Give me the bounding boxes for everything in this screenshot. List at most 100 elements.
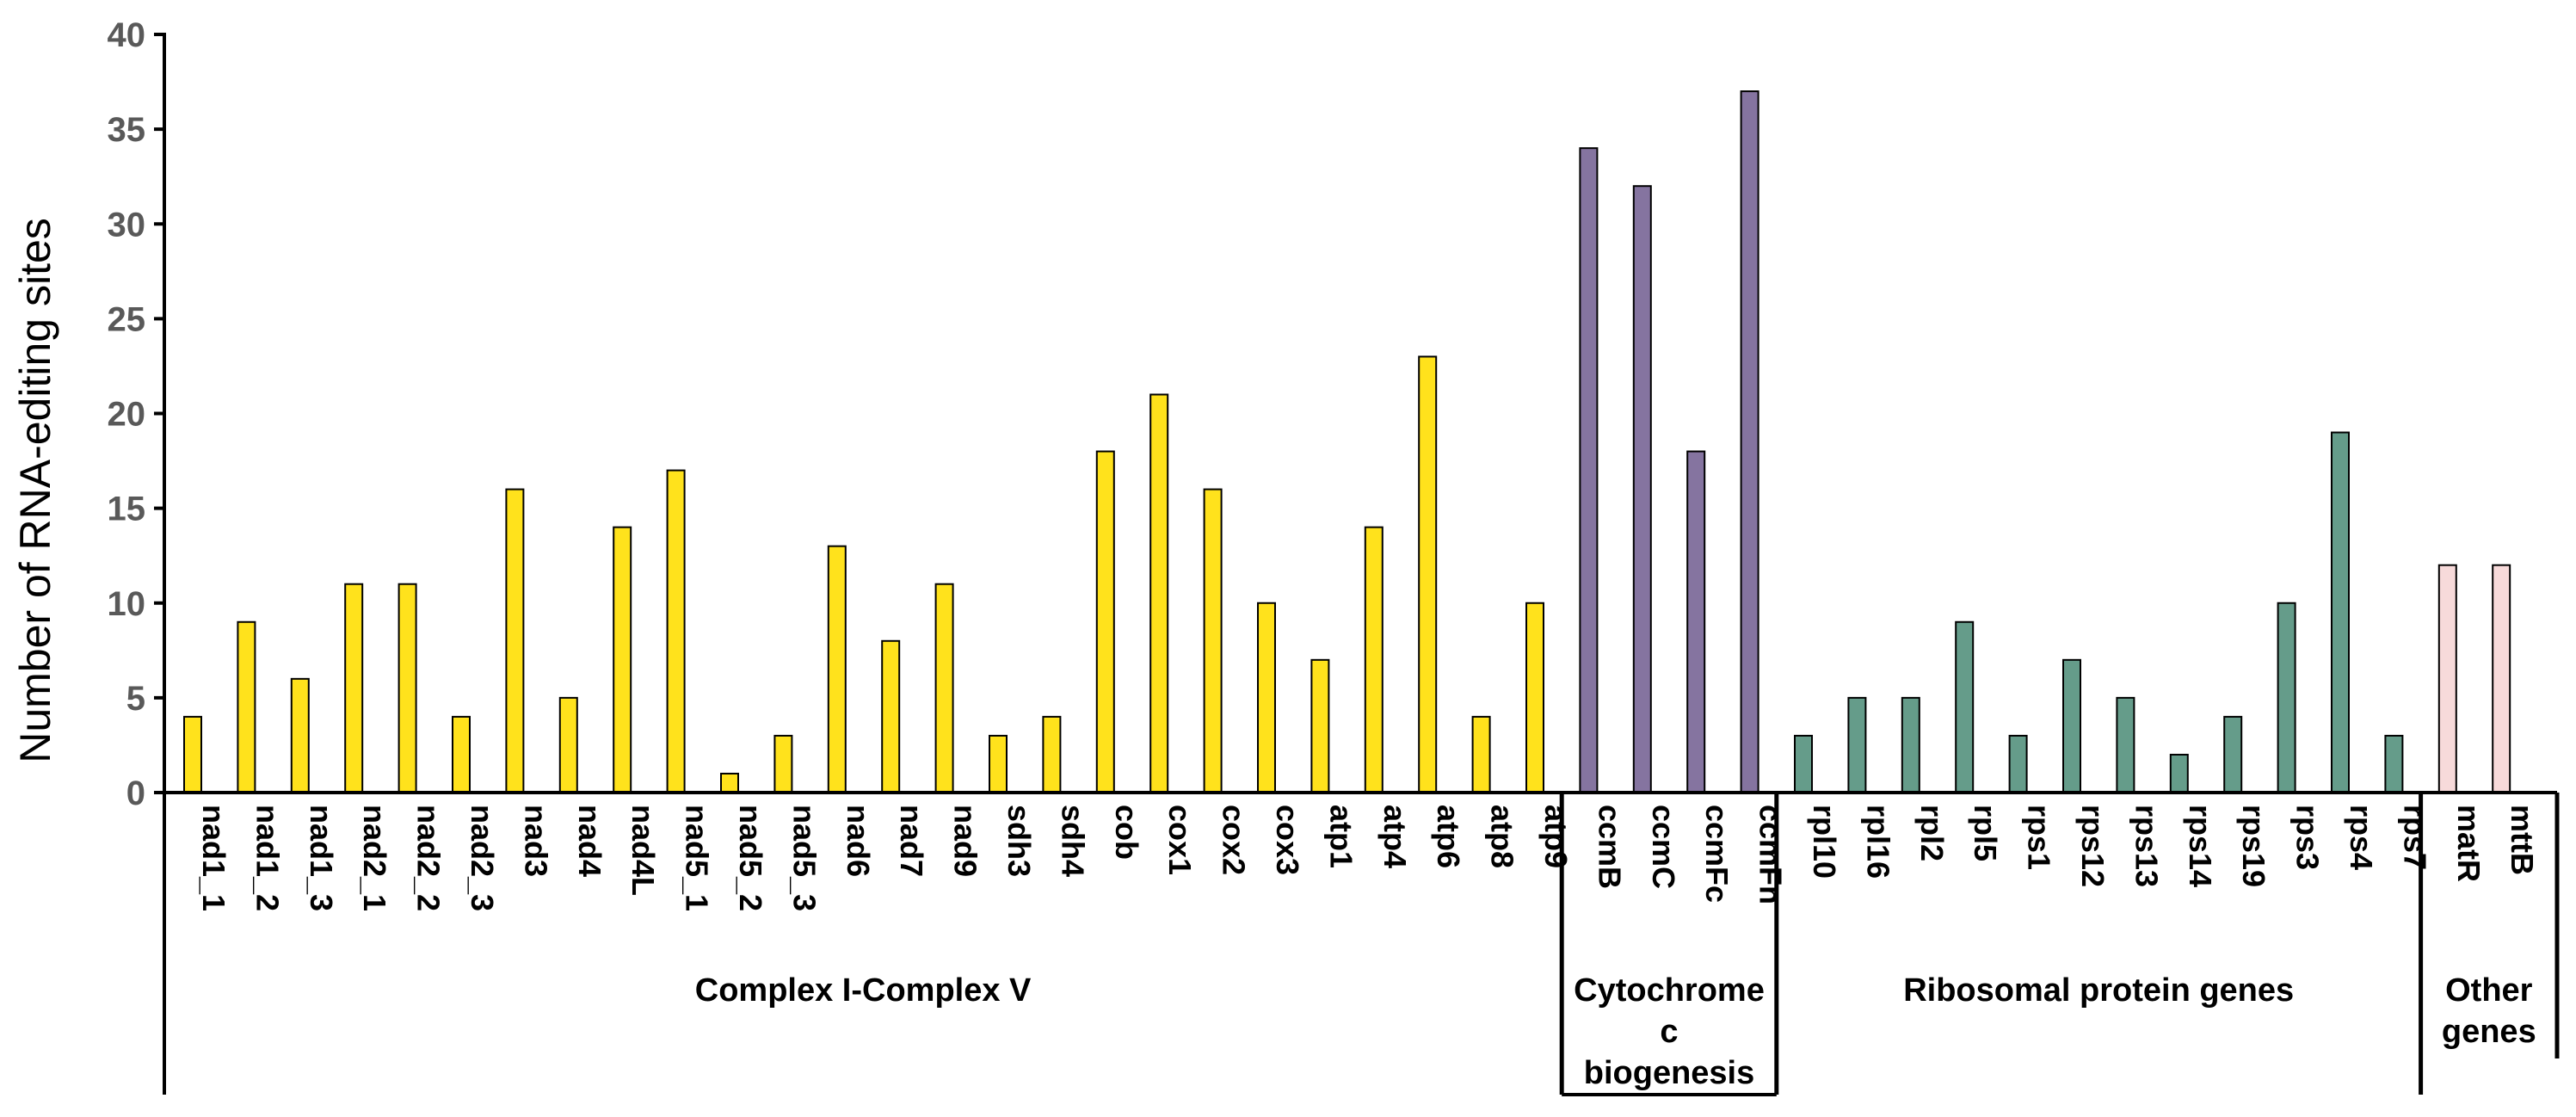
bar-nad4L <box>613 526 632 794</box>
category-label: atp8 <box>1485 805 1520 868</box>
category-label: rpl2 <box>1914 805 1950 861</box>
y-axis-title: Number of RNA-editing sites <box>11 218 59 763</box>
category-label: atp1 <box>1323 805 1359 868</box>
category-label: rps12 <box>2075 805 2111 887</box>
group-label: Complex I-Complex V <box>695 972 1032 1009</box>
bar-nad1_3 <box>290 677 310 793</box>
bar-nad7 <box>881 639 901 793</box>
category-label: rps13 <box>2129 805 2164 887</box>
category-label: sdh3 <box>1001 805 1037 877</box>
category-label: nad4 <box>572 805 607 877</box>
category-label: rpl16 <box>1860 805 1895 879</box>
group-label: Other <box>2445 972 2533 1009</box>
bar-nad4 <box>558 696 578 793</box>
y-tick-label: 15 <box>108 491 146 528</box>
bars <box>183 90 2511 794</box>
category-label: atp9 <box>1538 805 1574 868</box>
category-label: nad2_3 <box>465 805 500 911</box>
bar-rpl2 <box>1901 696 1920 793</box>
category-label: sdh4 <box>1055 805 1090 877</box>
group-label: Cytochrome <box>1574 972 1765 1009</box>
y-tick-label: 25 <box>108 300 146 338</box>
bar-mttB <box>2492 564 2511 793</box>
bar-rps4 <box>2331 431 2350 793</box>
category-label: nad1_2 <box>250 805 285 911</box>
category-label: atp6 <box>1431 805 1466 868</box>
category-label: rps3 <box>2290 805 2326 870</box>
group-label: genes <box>2442 1014 2536 1050</box>
y-tick-label: 10 <box>108 585 146 623</box>
category-label: ccmB <box>1592 805 1627 889</box>
bar-sdh3 <box>989 734 1008 793</box>
bar-nad2_2 <box>397 583 417 793</box>
category-label: nad5_1 <box>680 805 715 911</box>
bar-nad3 <box>505 488 525 793</box>
bar-cox1 <box>1149 393 1169 793</box>
category-label: atp4 <box>1377 805 1413 868</box>
bar-cox2 <box>1203 488 1223 793</box>
bar-rps14 <box>2169 753 2189 794</box>
bar-nad5_2 <box>720 772 739 793</box>
bar-nad5_3 <box>773 734 793 793</box>
group-label: biogenesis <box>1584 1055 1755 1091</box>
category-label: cox3 <box>1270 805 1305 875</box>
category-label: nad9 <box>948 805 983 877</box>
y-tick-label: 40 <box>108 16 146 54</box>
category-label: nad1_1 <box>196 805 231 911</box>
category-labels: nad1_1 nad1_2 nad1_3 nad2_1 nad2_2 nad2_3 nad3… <box>196 805 2540 911</box>
bar-atp1 <box>1310 658 1330 794</box>
y-tick-label: 35 <box>108 111 146 149</box>
bar-rps7 <box>2384 734 2404 793</box>
category-label: ccmFc <box>1699 805 1735 903</box>
group-labels: Complex I-Complex V Cytochrome c biogenesis… <box>695 972 2536 1091</box>
y-tick-label: 20 <box>108 396 146 434</box>
category-label: rps19 <box>2236 805 2271 887</box>
category-label: matR <box>2451 805 2487 882</box>
category-label: rps14 <box>2183 805 2218 887</box>
category-label: cob <box>1109 805 1144 860</box>
category-label: nad1_3 <box>304 805 339 911</box>
y-tick-label: 0 <box>126 774 145 812</box>
bar-nad1_2 <box>237 620 256 794</box>
bar-atp9 <box>1525 602 1544 793</box>
bar-ccmB <box>1579 147 1599 793</box>
bar-rps3 <box>2277 602 2296 793</box>
bar-atp6 <box>1418 355 1438 793</box>
bar-nad1_1 <box>183 715 202 794</box>
bar-cox3 <box>1257 602 1276 793</box>
category-label: ccmC <box>1646 805 1681 889</box>
category-label: nad4L <box>626 805 661 896</box>
bar-ccmC <box>1632 185 1652 793</box>
category-label: nad3 <box>518 805 553 877</box>
category-label: cox1 <box>1162 805 1198 875</box>
bar-atp4 <box>1364 526 1384 794</box>
category-label: cox2 <box>1217 805 1252 875</box>
category-label: ccmFn <box>1753 805 1789 904</box>
bar-rps12 <box>2062 658 2081 794</box>
bar-rps19 <box>2223 715 2243 794</box>
category-label: nad5_2 <box>733 805 768 911</box>
bar-atp8 <box>1471 715 1491 794</box>
bar-ccmFc <box>1686 450 1706 793</box>
bar-ccmFn <box>1740 90 1759 793</box>
category-label: nad2_1 <box>357 805 392 911</box>
group-label: Ribosomal protein genes <box>1903 972 2294 1009</box>
bar-rpl5 <box>1955 620 1975 794</box>
category-label: rps4 <box>2344 805 2379 870</box>
bar-nad9 <box>934 583 954 793</box>
category-label: rpl5 <box>1968 805 2003 861</box>
category-label: nad6 <box>841 805 876 877</box>
bar-rps1 <box>2008 734 2028 793</box>
category-label: mttB <box>2505 805 2540 875</box>
bar-rpl10 <box>1794 734 1813 793</box>
y-tick-label: 30 <box>108 206 146 244</box>
bar-rps13 <box>2116 696 2135 793</box>
bar-matR <box>2437 564 2457 793</box>
bar-rpl16 <box>1847 696 1867 793</box>
category-label: rpl10 <box>1807 805 1842 879</box>
category-label: nad7 <box>894 805 929 877</box>
axes <box>163 33 2560 1096</box>
y-axis-ticks: 0 5 10 15 20 25 30 35 40 <box>108 16 164 812</box>
y-tick-label: 5 <box>126 680 145 718</box>
